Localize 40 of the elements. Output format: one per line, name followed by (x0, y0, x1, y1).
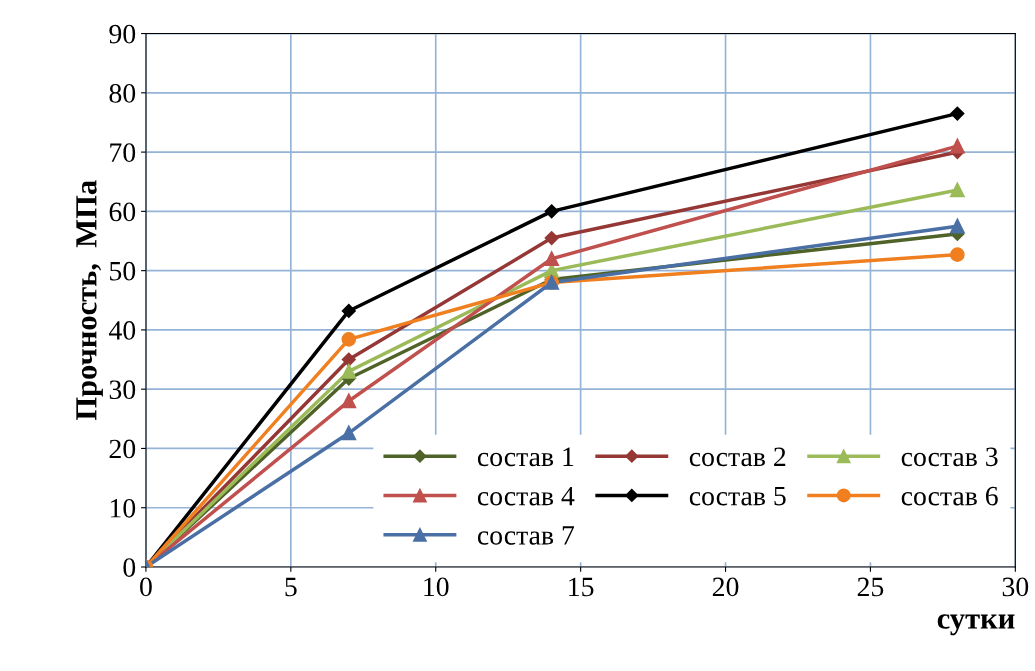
point (950, 106, 965, 121)
x-tick-label: 0 (140, 577, 152, 597)
x-tick-label: 5 (285, 577, 297, 597)
legend-label: состав 6 (901, 486, 998, 506)
x-axis-title: сутки (937, 614, 1015, 636)
point (341, 304, 356, 318)
point (341, 352, 356, 367)
point (544, 231, 559, 245)
legend-label: состав 2 (689, 447, 786, 467)
point (950, 138, 965, 154)
y-tick-label: 90 (109, 24, 136, 44)
y-tick-label: 70 (110, 143, 136, 162)
x-tick-label: 10 (424, 577, 449, 597)
legend-label: состав 7 (477, 526, 575, 545)
y-tick-label: 50 (110, 261, 136, 281)
point (950, 218, 965, 234)
point (341, 425, 357, 441)
x-tick-label: 30 (1002, 577, 1029, 597)
point (341, 393, 357, 409)
y-tick-label: 20 (109, 439, 136, 459)
point (950, 247, 965, 262)
y-axis-title: Прочность, МПа (76, 180, 103, 421)
y-tick-label: 0 (123, 558, 136, 577)
point (341, 364, 357, 379)
legend-label: состав 4 (477, 486, 575, 506)
y-tick-label: 60 (109, 202, 136, 222)
x-tick-label: 20 (712, 577, 739, 597)
x-tick-label: 15 (569, 577, 594, 597)
point (341, 332, 357, 347)
point (950, 182, 965, 198)
legend-label: состав 5 (689, 486, 786, 506)
point (544, 251, 559, 267)
point (544, 204, 559, 219)
x-tick-label: 25 (857, 577, 884, 597)
legend-label: состав 1 (477, 447, 574, 467)
y-tick-label: 10 (110, 498, 136, 518)
y-tick-label: 80 (109, 83, 136, 103)
y-tick-label: 30 (109, 380, 136, 400)
y-tick-label: 40 (108, 321, 136, 340)
legend-label: состав 3 (901, 447, 998, 467)
